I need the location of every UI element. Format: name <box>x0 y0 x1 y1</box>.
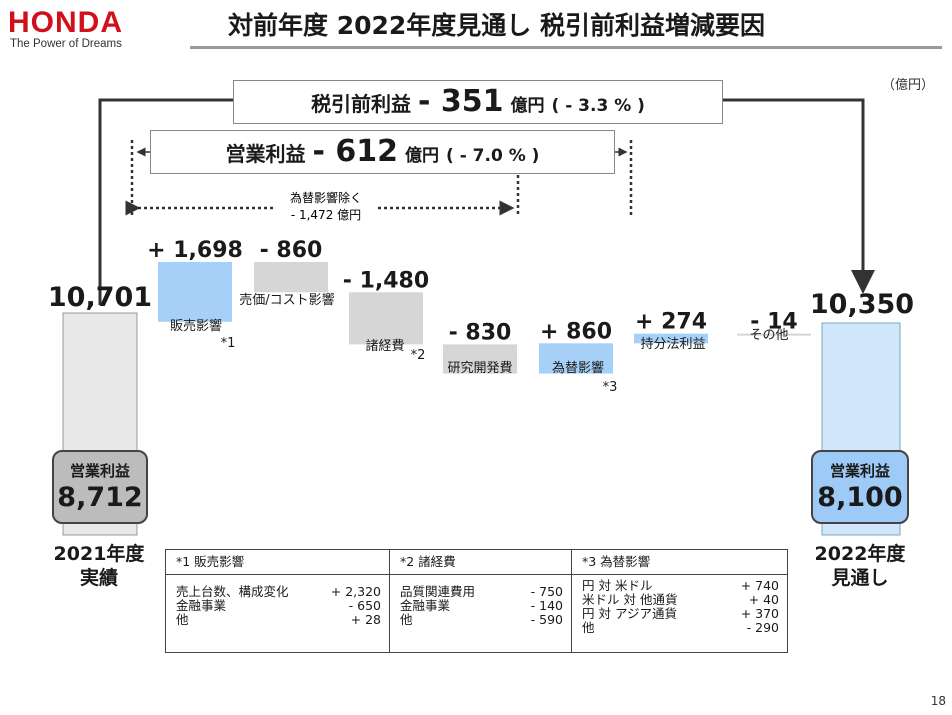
exfx-label: 為替影響除く <box>290 190 362 205</box>
footnote-title-2: *2 諸経費 <box>389 549 572 575</box>
pill-label: 営業利益 <box>829 462 890 480</box>
bar-value-label: - 830 <box>449 320 512 345</box>
bar-value-label: + 860 <box>540 319 612 344</box>
bar-category-label: 売価/コスト影響 <box>239 292 334 308</box>
footnote-item: 売上台数、構成変化 <box>176 584 289 599</box>
footnote-value: - 650 <box>348 598 381 613</box>
operating-profit-2021-pill: 営業利益 8,712 <box>52 450 148 524</box>
operating-change: - 612 <box>312 134 399 169</box>
operating-unit: 億円 <box>405 146 440 166</box>
footnote-row: 円 対 米ドル + 740 <box>572 579 787 593</box>
bar-value-label: + 274 <box>635 310 707 335</box>
bar-note-marker: *1 <box>221 336 236 351</box>
waterfall-bar <box>634 333 708 344</box>
operating-pct: ( - 7.0 % ) <box>446 146 540 166</box>
footnote-item: 円 対 アジア通貨 <box>582 606 677 621</box>
footnote-value: - 590 <box>530 612 563 627</box>
waterfall-bar <box>349 292 423 345</box>
pretax-connector-right <box>723 98 875 294</box>
bar-category-label: 研究開発費 <box>447 361 512 376</box>
pill-label: 営業利益 <box>69 462 130 480</box>
year-label-line: 2021年度 <box>53 543 145 565</box>
exfx-value: - 1,472 億円 <box>291 208 361 222</box>
footnote-item: 他 <box>400 612 413 627</box>
bar-category-label: 持分法利益 <box>640 337 705 352</box>
waterfall-bar <box>443 344 517 374</box>
footnote-row: 他 - 590 <box>390 613 571 627</box>
footnote-row: 金融事業 - 650 <box>166 599 389 613</box>
bar-value-label: - 14 <box>750 310 797 335</box>
waterfall-bars: + 1,698 販売影響 *1 - 860 売価/コスト影響 - 1,480 諸経費 *2 - … <box>147 238 811 395</box>
waterfall-bar <box>254 262 328 293</box>
page-number: 18 <box>930 694 946 708</box>
pill-value: 8,712 <box>57 482 143 513</box>
title-divider <box>190 46 942 49</box>
footnote-body-3: 円 対 米ドル + 740 米ドル 対 他通貨 + 40 円 対 アジア通貨 + 370 他… <box>572 575 787 635</box>
bar-category-label: 諸経費 <box>365 338 404 354</box>
bar-category-label: 販売影響 <box>170 318 222 334</box>
footnote-title-3: *3 為替影響 <box>571 549 788 575</box>
footnote-row: 品質関連費用 - 750 <box>390 585 571 599</box>
footnote-item: 他 <box>582 620 595 635</box>
unit-label: （億円） <box>881 78 934 93</box>
footnote-row: 他 + 28 <box>166 613 389 627</box>
footnote-row: 売上台数、構成変化 + 2,320 <box>166 585 389 599</box>
waterfall-bar <box>539 343 613 374</box>
bar-category-label: その他 <box>749 328 788 343</box>
bar-note-marker: *3 <box>603 380 618 395</box>
pretax-pct: ( - 3.3 % ) <box>551 96 645 116</box>
footnote-item: 品質関連費用 <box>400 584 476 599</box>
footnote-item: 金融事業 <box>176 598 227 613</box>
operating-label: 営業利益 <box>225 142 306 166</box>
footnote-row: 金融事業 - 140 <box>390 599 571 613</box>
operating-profit-2022-pill: 営業利益 8,100 <box>811 450 909 524</box>
footnote-value: - 290 <box>746 620 779 635</box>
year-label-line: 実績 <box>79 567 118 589</box>
footnote-row: 米ドル 対 他通貨 + 40 <box>572 593 787 607</box>
footnote-table: *1 販売影響 *2 諸経費 *3 為替影響 売上台数、構成変化 + 2,320 金… <box>165 549 788 653</box>
footnote-value: + 28 <box>350 612 381 627</box>
honda-logo: HONDA <box>8 6 123 39</box>
footnote-title-1: *1 販売影響 <box>165 549 390 575</box>
footnote-value: + 370 <box>740 606 779 621</box>
footnote-body-2: 品質関連費用 - 750 金融事業 - 140 他 - 590 <box>390 575 571 627</box>
footnote-value: + 40 <box>748 592 779 607</box>
bar-note-marker: *2 <box>411 348 426 363</box>
footnote-value: + 740 <box>740 578 779 593</box>
footnote-item: 米ドル 対 他通貨 <box>582 592 678 607</box>
pretax-summary-box: 税引前利益 - 351 億円 ( - 3.3 % ) <box>233 80 723 124</box>
pretax-connector-left <box>98 98 233 305</box>
brand-tagline: The Power of Dreams <box>10 38 122 50</box>
end-value-label: 10,350 <box>810 289 914 320</box>
footnote-item: 金融事業 <box>400 598 451 613</box>
pretax-label: 税引前利益 <box>311 92 412 116</box>
bar-value-label: + 1,698 <box>147 238 243 263</box>
pill-value: 8,100 <box>817 482 903 513</box>
year-label-2021: 2021年度 実績 <box>34 542 164 590</box>
footnote-item: 他 <box>176 612 189 627</box>
footnote-row: 他 - 290 <box>572 621 787 635</box>
pretax-unit: 億円 <box>510 96 545 116</box>
bar-category-label: 為替影響 <box>552 360 604 376</box>
footnote-body-1: 売上台数、構成変化 + 2,320 金融事業 - 650 他 + 28 <box>166 575 389 627</box>
footnote-value: - 750 <box>530 584 563 599</box>
waterfall-bar <box>158 262 232 322</box>
footnote-item: 円 対 米ドル <box>582 578 653 593</box>
footnote-row: 円 対 アジア通貨 + 370 <box>572 607 787 621</box>
page-title: 対前年度 2022年度見通し 税引前利益増減要因 <box>228 11 765 40</box>
year-label-line: 見通し <box>831 567 889 589</box>
bar-value-label: - 860 <box>260 238 323 263</box>
start-value-label: 10,701 <box>48 282 152 313</box>
footnote-value: - 140 <box>530 598 563 613</box>
waterfall-bar <box>737 333 811 336</box>
operating-summary-box: 営業利益 - 612 億円 ( - 7.0 % ) <box>150 130 615 174</box>
footnote-value: + 2,320 <box>330 584 381 599</box>
year-label-2022: 2022年度 見通し <box>795 542 925 590</box>
bar-value-label: - 1,480 <box>343 268 429 293</box>
pretax-change: - 351 <box>418 84 504 119</box>
year-label-line: 2022年度 <box>814 543 906 565</box>
